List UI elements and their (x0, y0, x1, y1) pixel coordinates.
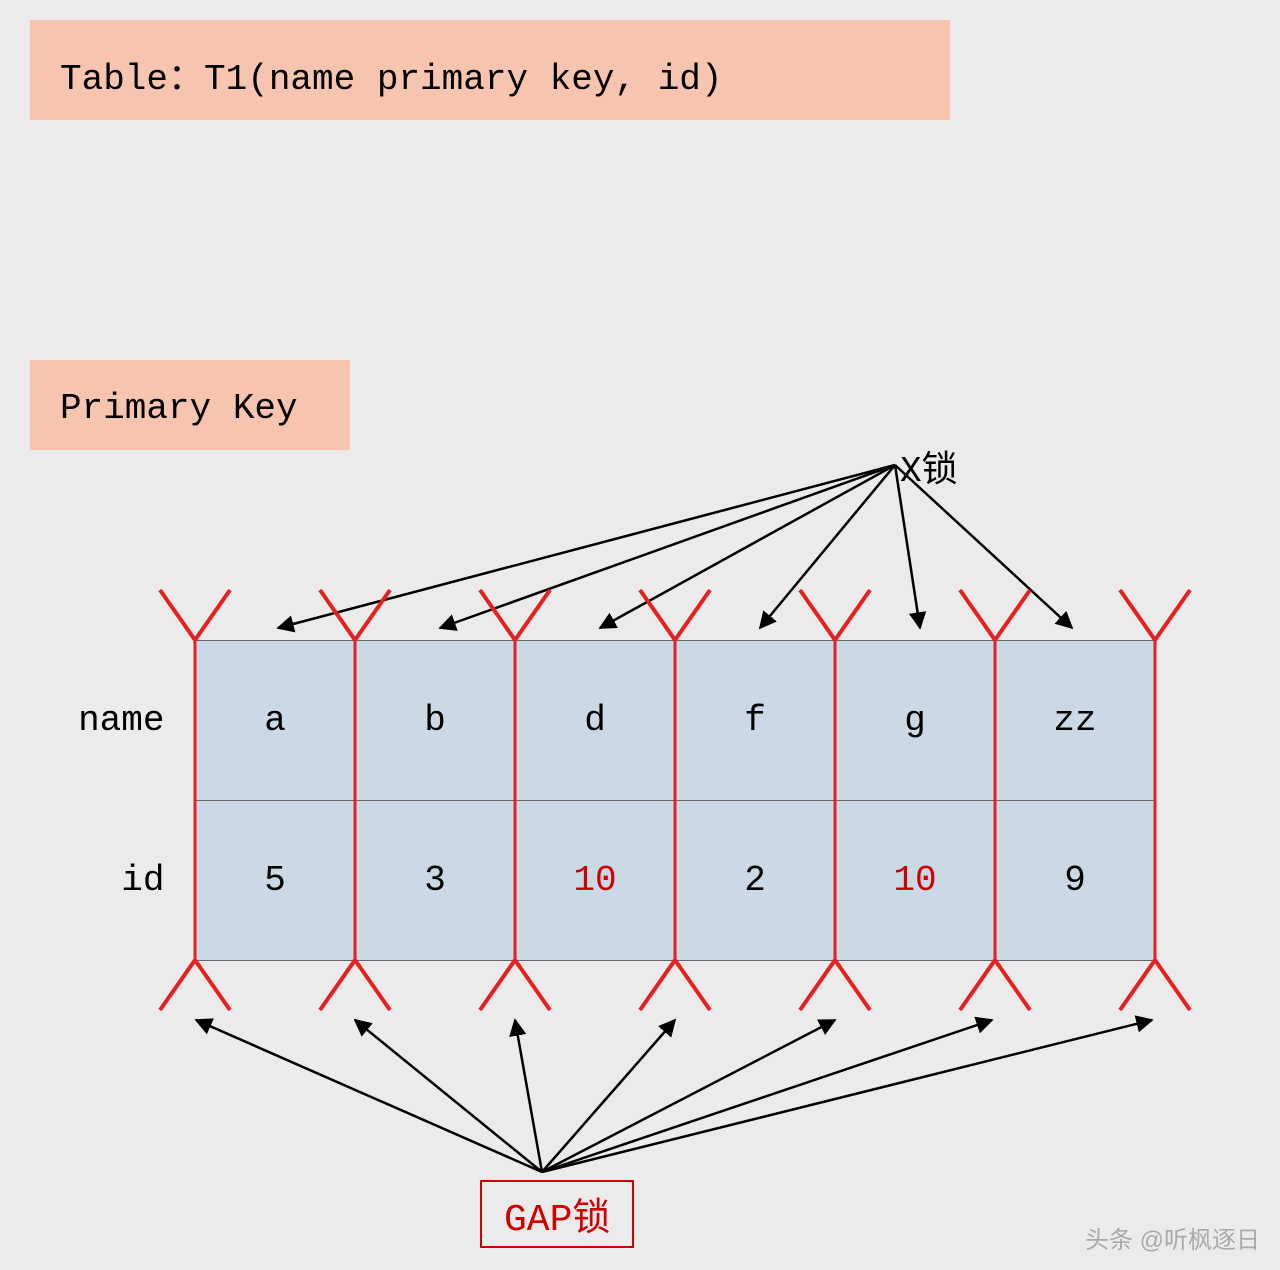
header-title: Table：T1(name primary key, id) (60, 59, 723, 100)
data-cell: a (195, 641, 355, 801)
row-label: name (35, 641, 195, 801)
data-cell: f (675, 641, 835, 801)
subheader-box: Primary Key (30, 360, 350, 450)
x-lock-label: X锁 (900, 440, 958, 492)
index-table: nameabdfgzzid53102109 (35, 640, 1156, 961)
data-cell: 3 (355, 801, 515, 961)
data-cell: d (515, 641, 675, 801)
watermark: 头条 @听枫逐日 (1085, 1220, 1260, 1255)
gap-lock-label: GAP锁 (480, 1180, 634, 1248)
diagram-svg (0, 0, 1280, 1270)
header-box: Table：T1(name primary key, id) (30, 20, 950, 120)
data-cell: 10 (835, 801, 995, 961)
subheader-title: Primary Key (60, 388, 298, 429)
data-cell: 10 (515, 801, 675, 961)
row-label: id (35, 801, 195, 961)
data-cell: 9 (995, 801, 1155, 961)
data-cell: 5 (195, 801, 355, 961)
data-cell: g (835, 641, 995, 801)
data-cell: b (355, 641, 515, 801)
data-cell: zz (995, 641, 1155, 801)
data-cell: 2 (675, 801, 835, 961)
